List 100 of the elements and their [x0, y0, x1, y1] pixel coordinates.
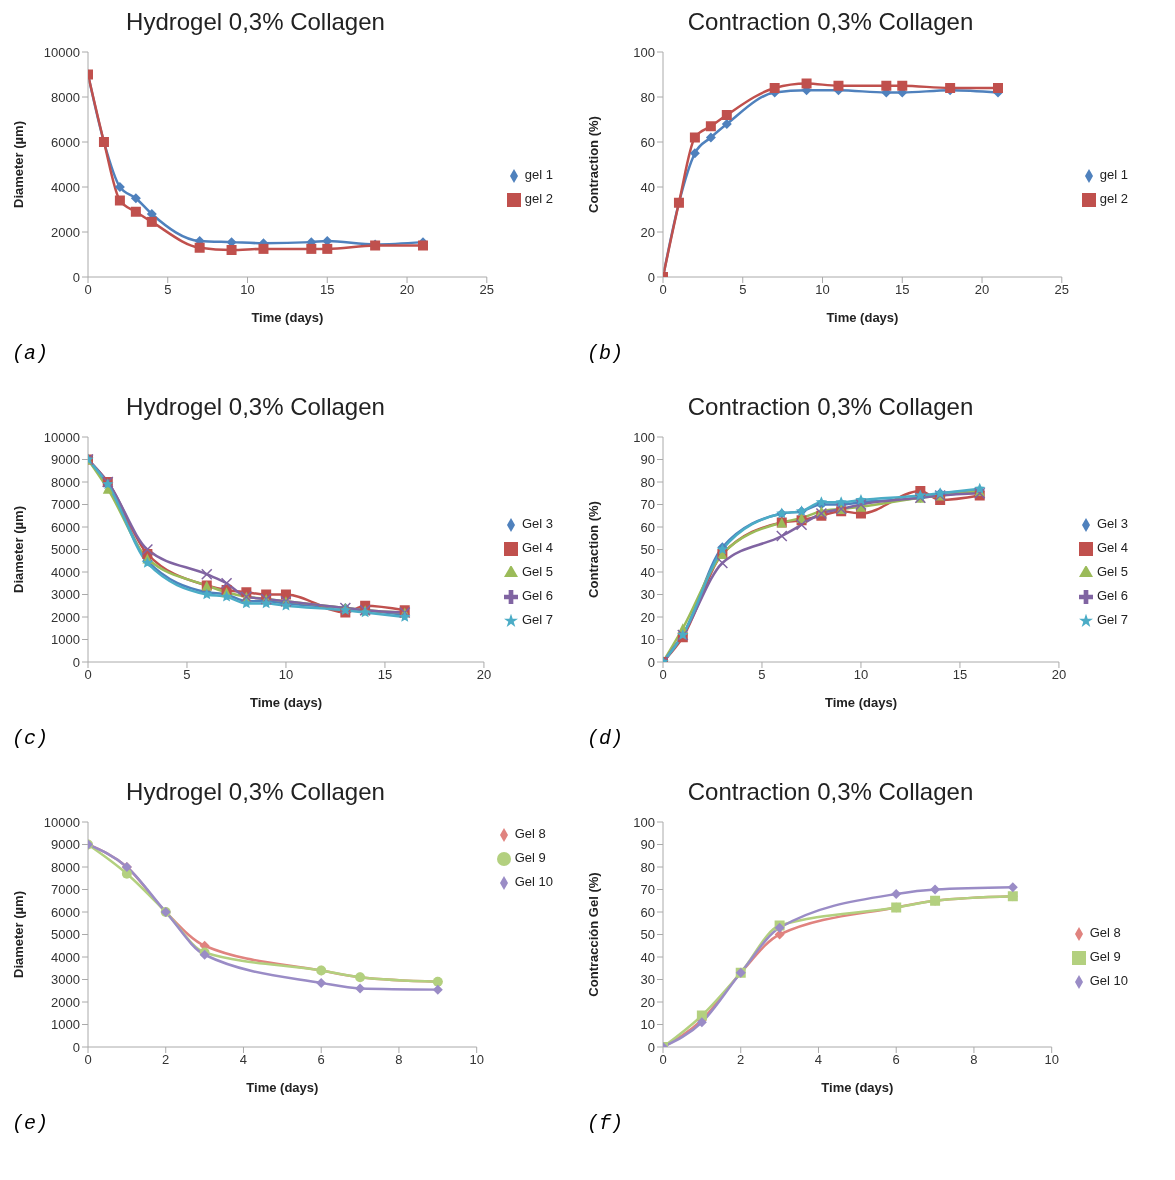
- text: (f): [587, 1112, 624, 1135]
- x-tick-label: 8: [970, 1052, 978, 1068]
- y-tick-label: 60: [640, 904, 655, 920]
- x-tick-label: 6: [317, 1052, 325, 1068]
- y-tick-label: 80: [640, 859, 655, 875]
- x-tick-label: 0: [84, 667, 92, 683]
- y-tick-label: 100: [633, 429, 655, 445]
- x-axis-title: Time (days): [821, 1080, 894, 1095]
- legend-label: gel 2: [1099, 191, 1128, 206]
- x-tick-label: 15: [377, 667, 393, 683]
- y-tick-label: 1000: [51, 1017, 80, 1033]
- y-tick-label: 10: [640, 1017, 655, 1033]
- x-tick-label: 4: [814, 1052, 823, 1068]
- y-tick-label: 70: [640, 882, 655, 898]
- y-tick-label: 20: [640, 609, 655, 625]
- x-tick-label: 15: [895, 282, 910, 298]
- x-tick-label: 20: [476, 667, 492, 683]
- y-tick-label: 100: [633, 814, 655, 830]
- y-tick-label: 6000: [51, 134, 80, 150]
- y-tick-label: 10000: [43, 429, 80, 445]
- x-tick-label: 10: [240, 282, 255, 298]
- y-tick-label: 70: [640, 497, 655, 513]
- x-tick-label: 5: [739, 282, 747, 298]
- y-tick-label: 6000: [51, 519, 80, 535]
- y-tick-label: 90: [640, 837, 655, 853]
- legend-label: gel 2: [524, 191, 553, 206]
- chart-title: Hydrogel 0,3% Collagen: [125, 393, 386, 422]
- x-tick-label: 0: [659, 1052, 667, 1068]
- x-tick-label: 4: [239, 1052, 248, 1068]
- text: (a): [12, 342, 49, 365]
- x-tick-label: 10: [853, 667, 869, 683]
- legend-label: Gel 9: [514, 850, 546, 865]
- y-tick-label: 9000: [51, 452, 80, 468]
- y-tick-label: 40: [640, 564, 655, 580]
- y-tick-label: 1000: [51, 632, 80, 648]
- y-tick-label: 7000: [51, 497, 80, 513]
- y-tick-label: 20: [640, 994, 655, 1010]
- x-tick-label: 20: [974, 282, 990, 298]
- y-tick-label: 3000: [51, 972, 80, 988]
- legend-label: Gel 10: [514, 874, 553, 889]
- legend-label: Gel 3: [1096, 516, 1128, 531]
- y-tick-label: 80: [640, 89, 655, 105]
- y-tick-label: 50: [640, 927, 655, 943]
- y-tick-label: 60: [640, 134, 655, 150]
- y-tick-label: 4000: [51, 564, 80, 580]
- y-axis-title: Contraction (%): [585, 501, 601, 598]
- x-tick-label: 0: [659, 282, 667, 298]
- legend-label: Gel 10: [1089, 973, 1128, 988]
- x-tick-label: 20: [1051, 667, 1067, 683]
- legend-label: Gel 5: [521, 564, 553, 579]
- legend-label: Gel 6: [521, 588, 553, 603]
- x-axis-title: Time (days): [251, 310, 324, 325]
- y-tick-label: 0: [647, 1039, 655, 1055]
- x-tick-label: 25: [1054, 282, 1070, 298]
- y-tick-label: 8000: [51, 89, 80, 105]
- legend-label: Gel 7: [1096, 612, 1128, 627]
- x-tick-label: 25: [479, 282, 495, 298]
- x-tick-label: 10: [1044, 1052, 1059, 1068]
- y-tick-label: 5000: [51, 542, 80, 558]
- y-tick-label: 5000: [51, 927, 80, 943]
- y-tick-label: 4000: [51, 949, 80, 965]
- legend-label: Gel 6: [1096, 588, 1128, 603]
- x-tick-label: 10: [278, 667, 294, 683]
- x-tick-label: 8: [395, 1052, 403, 1068]
- y-tick-label: 0: [72, 654, 80, 670]
- y-tick-label: 0: [72, 269, 80, 285]
- y-tick-label: 30: [640, 587, 655, 603]
- x-tick-label: 10: [815, 282, 830, 298]
- chart-title: Contraction 0,3% Collagen: [686, 8, 975, 37]
- y-tick-label: 40: [640, 179, 655, 195]
- y-axis-title: Contraction (%): [585, 116, 601, 213]
- x-tick-label: 0: [84, 1052, 92, 1068]
- y-tick-label: 10000: [43, 44, 80, 60]
- x-tick-label: 10: [469, 1052, 484, 1068]
- x-tick-label: 5: [164, 282, 172, 298]
- y-tick-label: 3000: [51, 587, 80, 603]
- legend-label: gel 1: [524, 167, 553, 182]
- text: (b): [587, 342, 624, 365]
- legend-label: Gel 5: [1096, 564, 1128, 579]
- y-tick-label: 90: [640, 452, 655, 468]
- y-tick-label: 4000: [51, 179, 80, 195]
- y-tick-label: 40: [640, 949, 655, 965]
- y-tick-label: 0: [647, 654, 655, 670]
- y-tick-label: 60: [640, 519, 655, 535]
- x-tick-label: 15: [320, 282, 335, 298]
- x-tick-label: 15: [952, 667, 968, 683]
- text: (e): [12, 1112, 49, 1135]
- chart-title: Hydrogel 0,3% Collagen: [125, 8, 386, 37]
- x-tick-label: 6: [892, 1052, 900, 1068]
- legend-label: Gel 4: [521, 540, 553, 555]
- y-tick-label: 50: [640, 542, 655, 558]
- x-tick-label: 0: [659, 667, 667, 683]
- y-axis-title: Contracción Gel (%): [585, 872, 601, 997]
- y-tick-label: 0: [647, 269, 655, 285]
- y-tick-label: 0: [72, 1039, 80, 1055]
- x-tick-label: 2: [162, 1052, 170, 1068]
- y-tick-label: 2000: [51, 994, 80, 1010]
- legend-label: gel 1: [1099, 167, 1128, 182]
- legend-label: Gel 9: [1089, 949, 1121, 964]
- legend-label: Gel 3: [521, 516, 553, 531]
